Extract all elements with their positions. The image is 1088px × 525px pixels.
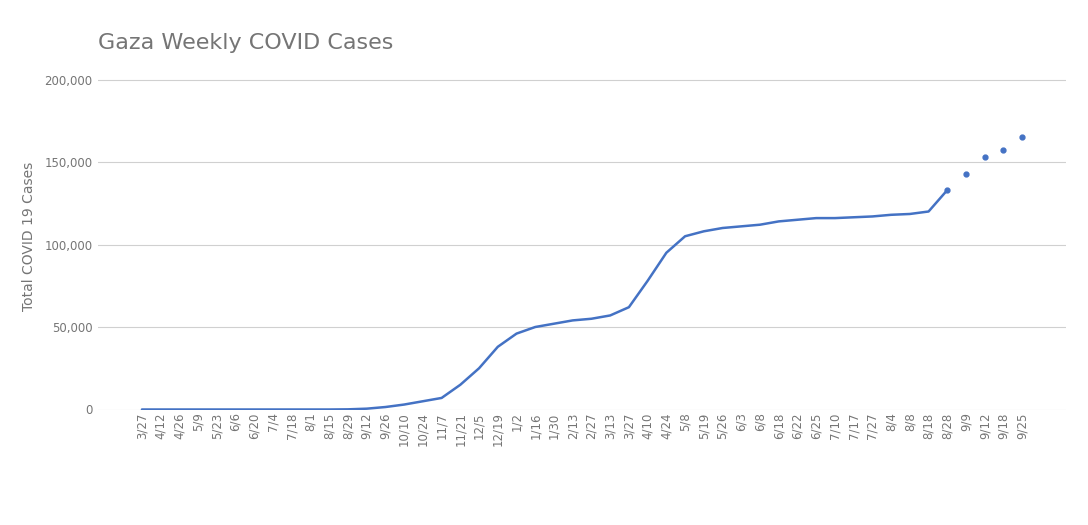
Text: Gaza Weekly COVID Cases: Gaza Weekly COVID Cases xyxy=(98,33,393,53)
Y-axis label: Total COVID 19 Cases: Total COVID 19 Cases xyxy=(22,162,36,311)
